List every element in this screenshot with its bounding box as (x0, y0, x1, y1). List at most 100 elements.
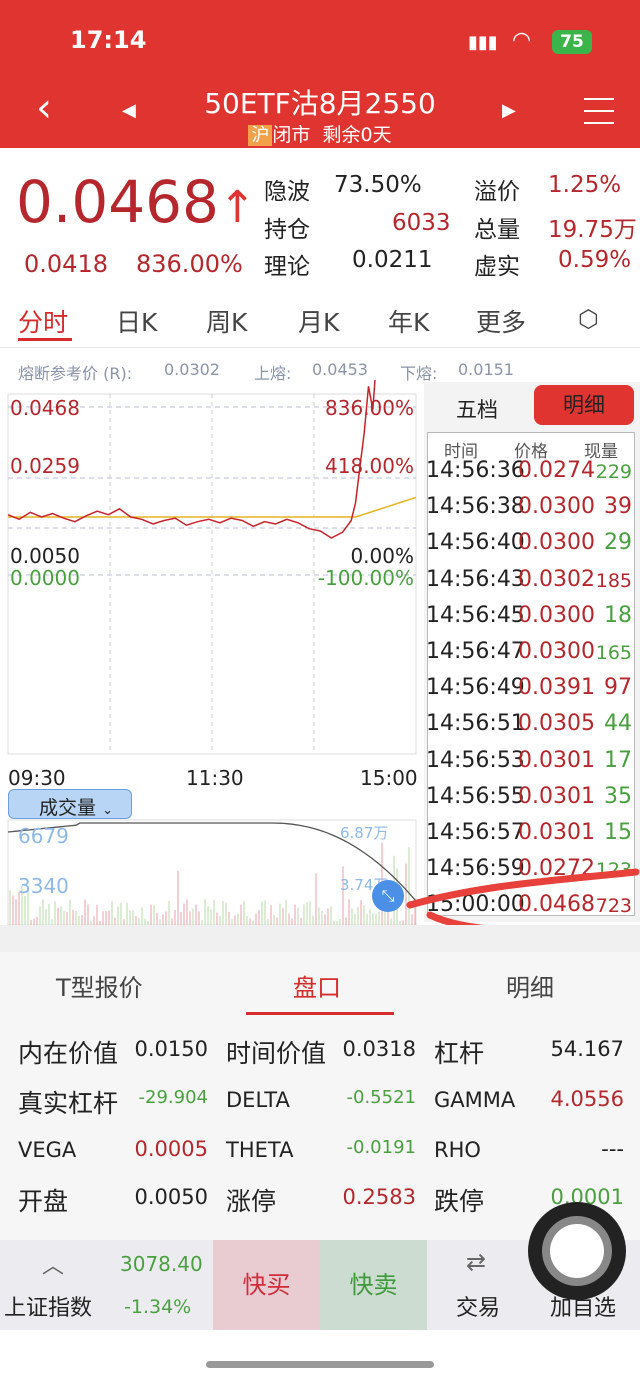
metric-label: DELTA (226, 1088, 290, 1112)
status-time: 17:14 (70, 26, 147, 54)
subtitle: 沪闭市 剩余0天 (0, 120, 640, 147)
fuse-up: 0.0453 (312, 360, 368, 379)
index-value: 3078.40 (120, 1252, 203, 1276)
expand-icon[interactable]: ⤡ (372, 880, 404, 912)
index-name[interactable]: 上证指数 (4, 1296, 93, 1321)
tab-detail[interactable]: 明细 (534, 385, 634, 425)
col-time: 时间 (444, 442, 478, 462)
stat-value: 1.25% (548, 172, 622, 198)
next-icon[interactable]: ▶ (502, 100, 516, 121)
fuse-down: 0.0151 (458, 360, 514, 379)
last-price: 0.0468↑ (16, 168, 256, 236)
pct-label-mid: 418.00% (325, 454, 414, 478)
tab-orderbook[interactable]: 盘口 (293, 974, 341, 1002)
metric-value: -29.904 (138, 1087, 208, 1108)
metric-label: 跌停 (434, 1187, 485, 1216)
market-state: 闭市 (272, 124, 311, 146)
page-title: 50ETF沽8月2550 (204, 87, 436, 120)
assistive-touch-button[interactable] (528, 1202, 626, 1300)
vol-label-mid: 3340 (18, 874, 69, 898)
trade-row: 15:00:00 0.0468 723 (426, 892, 632, 918)
metric-value: 0.0005 (134, 1137, 208, 1161)
prev-icon[interactable]: ◀ (122, 100, 136, 121)
metric-value: 0.2583 (342, 1185, 416, 1209)
quick-sell-button[interactable]: 快卖 (320, 1240, 427, 1330)
trade-row: 14:56:49 0.0391 97 (426, 675, 632, 701)
fuse-up-label: 上熔: (254, 364, 292, 383)
y-label-max: 0.0468 (10, 396, 80, 420)
chevron-down-icon: ⌄ (102, 803, 113, 818)
trade-row: 14:56:53 0.0301 17 (426, 747, 632, 773)
metric-label: GAMMA (434, 1088, 516, 1112)
metric-value: -0.0191 (346, 1137, 416, 1158)
trade-row: 14:56:55 0.0301 35 (426, 783, 632, 809)
menu-icon[interactable] (584, 98, 614, 124)
top-bar: 17:14 ▮▮▮ ◠ 75 ‹ ◀ 50ETF沽8月2550 沪闭市 剩余0天… (0, 0, 640, 148)
stat-label: 理论 (264, 254, 310, 280)
x-label-open: 09:30 (8, 766, 66, 790)
settings-icon[interactable]: ⬡ (578, 305, 599, 333)
bottom-panel (0, 952, 640, 1242)
volume-selector[interactable]: 成交量 ⌄ (8, 789, 132, 819)
tab-yearly[interactable]: 年K (388, 308, 430, 337)
stat-label: 持仓 (264, 217, 310, 243)
y-label-open: 0.0050 (10, 544, 80, 568)
price-change-pct: 836.00% (136, 250, 243, 278)
metric-value: 0.0050 (134, 1185, 208, 1209)
metric-label: 涨停 (226, 1187, 277, 1216)
divider (0, 347, 640, 348)
exchange-badge: 沪 (248, 125, 273, 146)
chevron-up-icon[interactable]: ︿ (42, 1254, 65, 1279)
remaining-days: 剩余0天 (322, 124, 392, 146)
pct-label-max: 836.00% (325, 396, 414, 420)
add-watchlist-button[interactable]: 加自选 (550, 1296, 617, 1321)
tab-details[interactable]: 明细 (506, 974, 554, 1002)
tab-monthly[interactable]: 月K (298, 308, 340, 337)
metric-label: 时间价值 (226, 1039, 327, 1068)
stat-label: 溢价 (474, 179, 520, 205)
stat-value: 73.50% (334, 172, 422, 198)
tab-t-quote[interactable]: T型报价 (56, 974, 143, 1002)
tab-five-levels[interactable]: 五档 (456, 398, 498, 422)
trade-button[interactable]: 交易 (456, 1296, 501, 1321)
col-price: 价格 (514, 442, 548, 462)
oi-label-max: 6.87万 (340, 824, 389, 842)
metric-value: -0.5521 (346, 1087, 416, 1108)
trade-row: 14:56:47 0.0300 165 (426, 639, 632, 664)
x-label-noon: 11:30 (186, 766, 244, 790)
price-change: 0.0418 (24, 250, 108, 278)
stat-value: 6033 (392, 210, 451, 236)
vol-label-max: 6679 (18, 824, 69, 848)
metric-label: 开盘 (18, 1187, 69, 1216)
metric-value: 4.0556 (550, 1087, 624, 1111)
y-label-min: 0.0000 (10, 566, 80, 590)
metric-label: VEGA (18, 1138, 77, 1162)
up-arrow-icon: ↑ (218, 182, 256, 233)
back-icon[interactable]: ‹ (36, 85, 52, 131)
pct-label-min: -100.00% (317, 566, 414, 590)
battery-icon: 75 (552, 30, 592, 54)
stat-label: 隐波 (264, 179, 310, 205)
stat-label: 总量 (474, 217, 520, 243)
metric-value: 54.167 (550, 1037, 624, 1061)
quick-buy-button[interactable]: 快买 (213, 1240, 320, 1330)
tab-daily[interactable]: 日K (116, 308, 158, 337)
trade-row: 14:56:38 0.0300 39 (426, 494, 632, 520)
metric-label: 内在价值 (18, 1039, 119, 1068)
stat-value: 0.0211 (352, 247, 433, 273)
metric-value: --- (601, 1137, 624, 1161)
swap-icon: ⇄ (466, 1248, 487, 1276)
home-indicator (206, 1361, 434, 1368)
pct-label-zero: 0.00% (350, 544, 414, 568)
tab-indicator (246, 1012, 394, 1015)
metric-value: 0.0150 (134, 1037, 208, 1061)
wifi-icon: ◠ (512, 28, 532, 53)
price-line (7, 380, 376, 539)
tab-more[interactable]: 更多 (476, 308, 527, 337)
index-change: -1.34% (124, 1296, 192, 1318)
trade-row: 14:56:36 0.0274 229 (426, 458, 632, 483)
average-price-line (8, 496, 417, 518)
tab-weekly[interactable]: 周K (206, 308, 248, 337)
signal-icon: ▮▮▮ (468, 32, 498, 53)
tab-intraday[interactable]: 分时 (18, 308, 69, 337)
